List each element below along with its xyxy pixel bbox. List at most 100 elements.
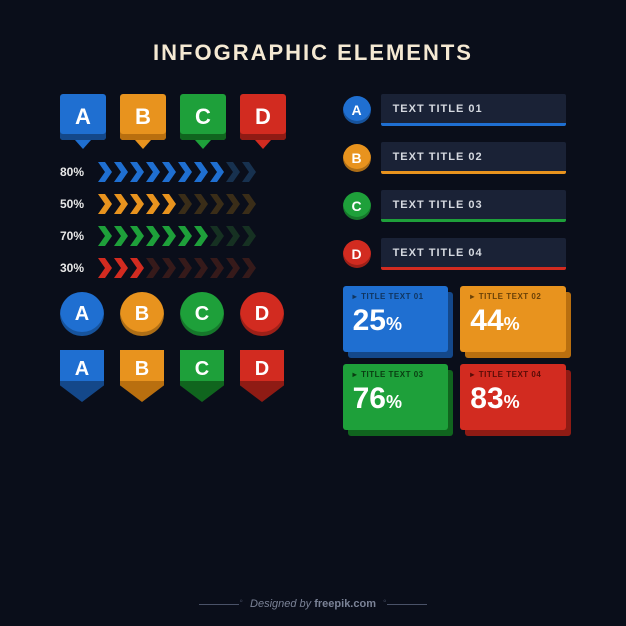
square-marker: A	[60, 94, 106, 140]
title-bar-row: C TEXT TITLE 03	[343, 190, 566, 222]
square-marker: C	[180, 94, 226, 140]
chevron-icon	[242, 194, 256, 214]
title-bar-badge: A	[343, 96, 371, 124]
chevron-bar: 80%	[60, 162, 313, 182]
credit-prefix: Designed by	[250, 598, 314, 610]
chevron-icon	[114, 258, 128, 278]
circle-badges-row: ABCD	[60, 292, 313, 336]
title-bar: TEXT TITLE 02	[381, 142, 566, 174]
percent-panel-title: TITLE TEXT 02	[470, 292, 556, 301]
percent-panel-title: TITLE TEXT 01	[353, 292, 439, 301]
chevron-icon	[114, 226, 128, 246]
chevron-icon	[114, 194, 128, 214]
percent-panel: TITLE TEXT 0244%	[460, 286, 566, 352]
title-bar-row: A TEXT TITLE 01	[343, 94, 566, 126]
square-marker: B	[120, 94, 166, 140]
shield-badge: A	[60, 350, 104, 402]
chevron-icon	[130, 162, 144, 182]
percent-panel-value: 76%	[353, 379, 439, 418]
chevron-track	[98, 162, 256, 182]
chevron-icon	[130, 258, 144, 278]
chevron-track	[98, 194, 256, 214]
chevron-bars-group: 80% 50% 70% 30%	[60, 162, 313, 278]
chevron-icon	[194, 258, 208, 278]
marker-letter: D	[255, 104, 271, 130]
chevron-icon	[178, 258, 192, 278]
chevron-icon	[162, 194, 176, 214]
chevron-track	[98, 258, 256, 278]
percent-panel-value: 44%	[470, 301, 556, 340]
chevron-icon	[242, 162, 256, 182]
circle-badge: B	[120, 292, 164, 336]
percent-panel-value: 25%	[353, 301, 439, 340]
shield-badge: B	[120, 350, 164, 402]
left-column: ABCD 80%50%70%30% ABCD ABCD	[60, 94, 313, 430]
credit-line: Designed by freepik.com	[0, 598, 626, 610]
chevron-bar: 30%	[60, 258, 313, 278]
chevron-track	[98, 226, 256, 246]
chevron-icon	[146, 258, 160, 278]
title-bar: TEXT TITLE 04	[381, 238, 566, 270]
chevron-icon	[210, 258, 224, 278]
chevron-icon	[210, 226, 224, 246]
title-bar-badge: B	[343, 144, 371, 172]
title-bar: TEXT TITLE 01	[381, 94, 566, 126]
title-bar-badge: C	[343, 192, 371, 220]
chevron-icon	[98, 194, 112, 214]
title-bars-group: A TEXT TITLE 01 B TEXT TITLE 02 C TEXT TITLE …	[343, 94, 566, 270]
chevron-icon	[194, 226, 208, 246]
percent-panel-title: TITLE TEXT 04	[470, 370, 556, 379]
chevron-icon	[210, 162, 224, 182]
square-marker: D	[240, 94, 286, 140]
chevron-icon	[178, 226, 192, 246]
marker-letter: B	[135, 104, 151, 130]
chevron-icon	[226, 226, 240, 246]
chevron-icon	[130, 226, 144, 246]
title-bar-row: B TEXT TITLE 02	[343, 142, 566, 174]
chevron-icon	[178, 194, 192, 214]
circle-badge: A	[60, 292, 104, 336]
chevron-icon	[130, 194, 144, 214]
shield-badges-row: ABCD	[60, 350, 313, 402]
percent-panel-value: 83%	[470, 379, 556, 418]
chevron-icon	[114, 162, 128, 182]
chevron-icon	[162, 258, 176, 278]
chevron-icon	[98, 258, 112, 278]
page-title: INFOGRAPHIC ELEMENTS	[0, 0, 626, 94]
chevron-icon	[210, 194, 224, 214]
percent-panel: TITLE TEXT 0125%	[343, 286, 449, 352]
flourish-icon	[199, 604, 239, 605]
shield-badge: D	[240, 350, 284, 402]
square-markers-row: A B C D	[60, 94, 313, 140]
chevron-icon	[162, 162, 176, 182]
title-bar: TEXT TITLE 03	[381, 190, 566, 222]
percent-panel-title: TITLE TEXT 03	[353, 370, 439, 379]
chevron-icon	[98, 226, 112, 246]
circle-badge: D	[240, 292, 284, 336]
chevron-icon	[178, 162, 192, 182]
marker-letter: A	[75, 104, 91, 130]
chevron-icon	[226, 194, 240, 214]
chevron-bar-label: 30%	[60, 261, 90, 275]
percent-panel: TITLE TEXT 0483%	[460, 364, 566, 430]
flourish-icon	[387, 604, 427, 605]
shield-badge: C	[180, 350, 224, 402]
chevron-icon	[194, 162, 208, 182]
chevron-icon	[146, 194, 160, 214]
percent-panel: TITLE TEXT 0376%	[343, 364, 449, 430]
chevron-icon	[226, 162, 240, 182]
percent-panels-grid: TITLE TEXT 0125%TITLE TEXT 0244%TITLE TE…	[343, 286, 566, 430]
chevron-bar-label: 70%	[60, 229, 90, 243]
credit-brand: freepik.com	[314, 598, 376, 610]
chevron-icon	[194, 194, 208, 214]
title-bar-badge: D	[343, 240, 371, 268]
chevron-bar: 70%	[60, 226, 313, 246]
title-bar-row: D TEXT TITLE 04	[343, 238, 566, 270]
chevron-icon	[146, 162, 160, 182]
marker-letter: C	[195, 104, 211, 130]
right-column: A TEXT TITLE 01 B TEXT TITLE 02 C TEXT TITLE …	[343, 94, 566, 430]
content-grid: ABCD 80%50%70%30% ABCD ABCD ATEXT TITLE …	[0, 94, 626, 430]
chevron-icon	[98, 162, 112, 182]
chevron-bar: 50%	[60, 194, 313, 214]
circle-badge: C	[180, 292, 224, 336]
